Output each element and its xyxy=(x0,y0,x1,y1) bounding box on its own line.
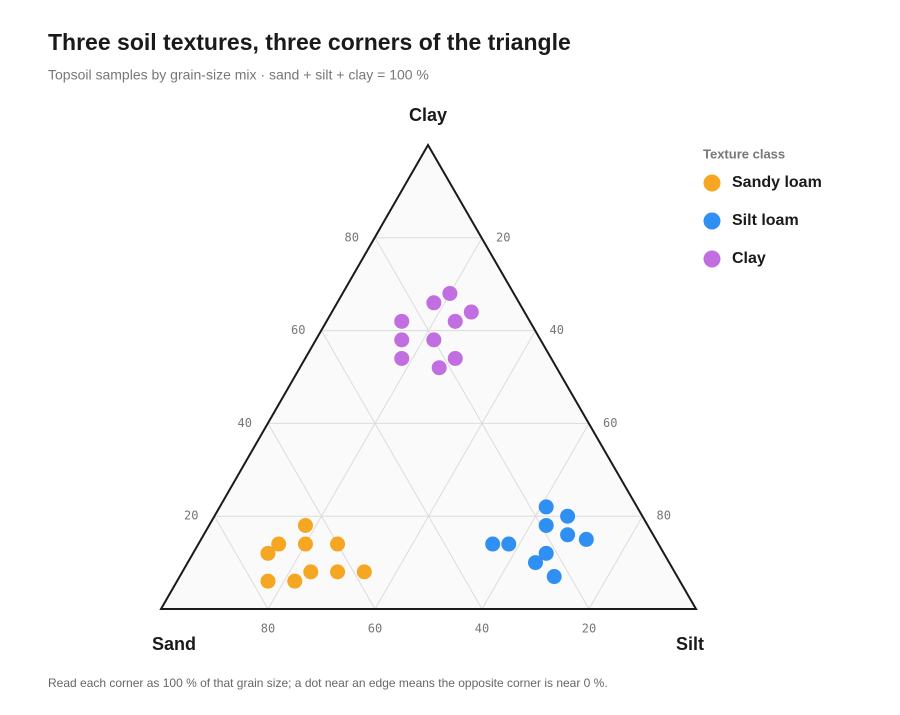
grid-line xyxy=(321,330,483,610)
data-point xyxy=(271,536,287,552)
grid-line xyxy=(588,515,643,610)
data-point xyxy=(426,332,442,348)
legend-title: Texture class xyxy=(703,146,785,161)
chart-subtitle: Topsoil samples by grain-size mix · sand… xyxy=(48,67,429,83)
legend-label: Clay xyxy=(732,250,766,267)
data-point xyxy=(297,536,313,552)
data-point xyxy=(426,295,442,311)
data-point xyxy=(560,508,576,524)
corner-label: Sand xyxy=(152,634,196,654)
plot-area xyxy=(161,145,696,609)
grid-line xyxy=(374,237,590,610)
data-point xyxy=(538,517,554,533)
clay-tick-label: 80 xyxy=(345,230,359,244)
corner-label: Clay xyxy=(409,105,447,125)
data-point xyxy=(538,499,554,515)
data-point xyxy=(260,573,276,589)
grid-line xyxy=(214,515,269,610)
grid-line xyxy=(267,423,376,610)
data-point xyxy=(447,350,463,366)
data-point xyxy=(303,564,319,580)
data-point xyxy=(330,564,346,580)
sand-tick-label: 20 xyxy=(582,622,596,636)
silt-tick-label: 40 xyxy=(550,323,564,337)
silt-tick-label: 60 xyxy=(603,416,617,430)
data-point xyxy=(442,285,458,301)
data-point xyxy=(501,536,517,552)
legend-label: Silt loam xyxy=(732,212,799,229)
data-point xyxy=(394,332,410,348)
data-point xyxy=(463,304,479,320)
data-point xyxy=(260,545,276,561)
data-point xyxy=(356,564,372,580)
sand-tick-label: 40 xyxy=(475,622,489,636)
legend-swatch xyxy=(703,250,721,268)
data-point xyxy=(394,350,410,366)
silt-tick-label: 20 xyxy=(496,230,510,244)
grid-line xyxy=(374,330,536,610)
legend-swatch xyxy=(703,212,721,230)
data-point xyxy=(447,313,463,329)
chart-title: Three soil textures, three corners of th… xyxy=(48,29,571,55)
silt-tick-label: 80 xyxy=(657,509,671,523)
data-point xyxy=(546,569,562,585)
data-point xyxy=(538,545,554,561)
legend-swatch xyxy=(703,174,721,192)
data-point xyxy=(330,536,346,552)
sand-tick-label: 60 xyxy=(368,622,382,636)
data-point xyxy=(431,360,447,376)
legend-label: Sandy loam xyxy=(732,174,822,191)
data-point xyxy=(394,313,410,329)
triangle-frame xyxy=(159,142,698,610)
clay-tick-label: 40 xyxy=(238,416,252,430)
data-point xyxy=(485,536,501,552)
data-point xyxy=(578,531,594,547)
data-point xyxy=(297,517,313,533)
data-point xyxy=(528,555,543,571)
data-point xyxy=(560,527,576,543)
footnote: Read each corner as 100 % of that grain … xyxy=(48,676,608,690)
sand-tick-label: 80 xyxy=(261,622,275,636)
clay-tick-label: 20 xyxy=(184,509,198,523)
corner-label: Silt xyxy=(676,634,704,654)
clay-tick-label: 60 xyxy=(291,323,305,337)
data-point xyxy=(287,573,303,589)
